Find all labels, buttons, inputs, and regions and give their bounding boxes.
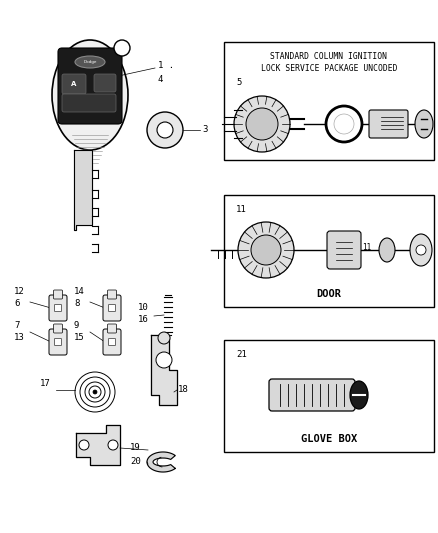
FancyBboxPatch shape bbox=[109, 304, 116, 311]
FancyBboxPatch shape bbox=[54, 338, 61, 345]
FancyBboxPatch shape bbox=[49, 295, 67, 321]
Circle shape bbox=[108, 440, 118, 450]
Circle shape bbox=[238, 222, 294, 278]
FancyBboxPatch shape bbox=[62, 74, 86, 94]
Ellipse shape bbox=[379, 238, 395, 262]
FancyBboxPatch shape bbox=[109, 338, 116, 345]
Circle shape bbox=[93, 390, 97, 394]
Circle shape bbox=[246, 108, 278, 140]
Polygon shape bbox=[151, 335, 177, 405]
Text: 5: 5 bbox=[236, 78, 241, 87]
FancyBboxPatch shape bbox=[53, 290, 63, 299]
Circle shape bbox=[158, 332, 170, 344]
Text: 6: 6 bbox=[14, 298, 19, 308]
Text: A: A bbox=[71, 81, 77, 87]
Text: 14: 14 bbox=[74, 287, 85, 295]
Text: 13: 13 bbox=[14, 334, 25, 343]
Text: 10: 10 bbox=[138, 303, 149, 312]
Text: 15: 15 bbox=[74, 334, 85, 343]
FancyBboxPatch shape bbox=[107, 324, 117, 333]
Text: 11: 11 bbox=[236, 205, 247, 214]
Ellipse shape bbox=[52, 40, 128, 150]
FancyBboxPatch shape bbox=[62, 94, 116, 112]
FancyBboxPatch shape bbox=[53, 324, 63, 333]
Text: Dodge: Dodge bbox=[83, 60, 97, 64]
Text: 1 .: 1 . bbox=[158, 61, 174, 69]
Circle shape bbox=[416, 245, 426, 255]
Bar bbox=[224, 42, 434, 160]
Circle shape bbox=[157, 122, 173, 138]
FancyBboxPatch shape bbox=[54, 304, 61, 311]
Ellipse shape bbox=[415, 110, 433, 138]
Polygon shape bbox=[74, 150, 92, 230]
FancyBboxPatch shape bbox=[369, 110, 408, 138]
Text: 12: 12 bbox=[14, 287, 25, 295]
Bar bbox=[224, 340, 434, 452]
Polygon shape bbox=[76, 425, 120, 465]
Text: 19: 19 bbox=[130, 443, 141, 453]
Circle shape bbox=[79, 440, 89, 450]
Ellipse shape bbox=[410, 234, 432, 266]
Circle shape bbox=[156, 352, 172, 368]
Text: 7: 7 bbox=[14, 321, 19, 330]
Text: GLOVE BOX: GLOVE BOX bbox=[301, 434, 357, 444]
FancyBboxPatch shape bbox=[107, 290, 117, 299]
Circle shape bbox=[251, 235, 281, 265]
FancyBboxPatch shape bbox=[327, 231, 361, 269]
Text: 16: 16 bbox=[138, 316, 149, 325]
Text: 17: 17 bbox=[40, 378, 51, 387]
Circle shape bbox=[234, 96, 290, 152]
Text: 3: 3 bbox=[202, 125, 207, 134]
Circle shape bbox=[147, 112, 183, 148]
Circle shape bbox=[334, 114, 354, 134]
Text: 20: 20 bbox=[130, 457, 141, 466]
Bar bbox=[224, 195, 434, 307]
FancyBboxPatch shape bbox=[269, 379, 355, 411]
Text: DOOR: DOOR bbox=[317, 289, 342, 299]
Text: LOCK SERVICE PACKAGE UNCODED: LOCK SERVICE PACKAGE UNCODED bbox=[261, 64, 397, 73]
FancyBboxPatch shape bbox=[58, 48, 122, 124]
FancyBboxPatch shape bbox=[94, 74, 116, 92]
Text: STANDARD COLUMN IGNITION: STANDARD COLUMN IGNITION bbox=[271, 52, 388, 61]
Text: 18: 18 bbox=[178, 385, 189, 394]
Polygon shape bbox=[147, 452, 175, 472]
FancyBboxPatch shape bbox=[49, 329, 67, 355]
FancyBboxPatch shape bbox=[103, 295, 121, 321]
Text: 21: 21 bbox=[236, 350, 247, 359]
Ellipse shape bbox=[350, 381, 368, 409]
Circle shape bbox=[326, 106, 362, 142]
FancyBboxPatch shape bbox=[103, 329, 121, 355]
Text: 4: 4 bbox=[158, 76, 163, 85]
Circle shape bbox=[114, 40, 130, 56]
Text: 8: 8 bbox=[74, 298, 79, 308]
Text: 9: 9 bbox=[74, 321, 79, 330]
Ellipse shape bbox=[75, 56, 105, 68]
Text: 11: 11 bbox=[362, 243, 371, 252]
